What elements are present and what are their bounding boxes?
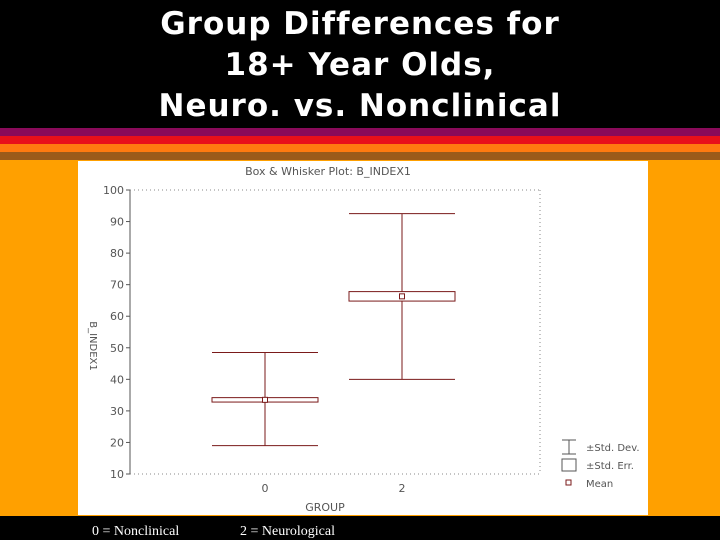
box-whisker-chart: Box & Whisker Plot: B_INDEX1 B_INDEX1 GR…	[87, 165, 640, 514]
y-tick-label: 10	[110, 468, 124, 481]
legend-se-glyph	[561, 458, 577, 472]
decorative-band-red	[0, 136, 720, 144]
y-tick-label: 30	[110, 405, 124, 418]
y-tick-label: 60	[110, 310, 124, 323]
chart-title: Box & Whisker Plot: B_INDEX1	[245, 165, 411, 178]
decorative-band-orange	[0, 144, 720, 152]
chart-panel: Box & Whisker Plot: B_INDEX1 B_INDEX1 GR…	[78, 161, 648, 515]
chart-legend: ±Std. Dev. ±Std. Err. Mean	[561, 439, 640, 490]
title-line-2: 18+ Year Olds,	[224, 47, 496, 83]
mean-marker	[399, 293, 405, 300]
legend-entry: ±Std. Err.	[586, 461, 634, 472]
footer-legend-neurological: 2 = Neurological	[240, 524, 335, 539]
box-series	[211, 213, 456, 447]
slide-title: Group Differences for 18+ Year Olds, Neu…	[60, 4, 660, 127]
x-tick-label: 0	[262, 482, 269, 495]
footer-legend-nonclinical: 0 = Nonclinical	[92, 524, 180, 539]
box-group-0	[211, 352, 319, 447]
title-line-3: Neuro. vs. Nonclinical	[158, 88, 562, 124]
y-tick-label: 50	[110, 342, 124, 355]
y-tick-label: 90	[110, 216, 124, 229]
legend-entry: Mean	[586, 479, 613, 490]
footer: 0 = Nonclinical 2 = Neurological	[0, 516, 720, 540]
y-tick-label: 20	[110, 436, 124, 449]
decorative-band-brown	[0, 152, 720, 160]
x-axis-label: GROUP	[305, 501, 345, 514]
plot-frame	[129, 189, 541, 475]
mean-marker	[262, 396, 268, 403]
y-tick-label: 40	[110, 373, 124, 386]
title-line-1: Group Differences for	[160, 6, 560, 42]
y-axis-ticks: 10 20 30 40 50 60 70 80 90 100	[103, 184, 130, 481]
decorative-band-purple	[0, 128, 720, 136]
y-axis-label: B_INDEX1	[87, 321, 98, 371]
x-tick-label: 2	[399, 482, 406, 495]
legend-entry: ±Std. Dev.	[586, 443, 640, 454]
legend-mean-glyph	[565, 479, 572, 486]
y-tick-label: 80	[110, 247, 124, 260]
box-group-2	[348, 213, 456, 380]
y-tick-label: 100	[103, 184, 124, 197]
y-tick-label: 70	[110, 279, 124, 292]
